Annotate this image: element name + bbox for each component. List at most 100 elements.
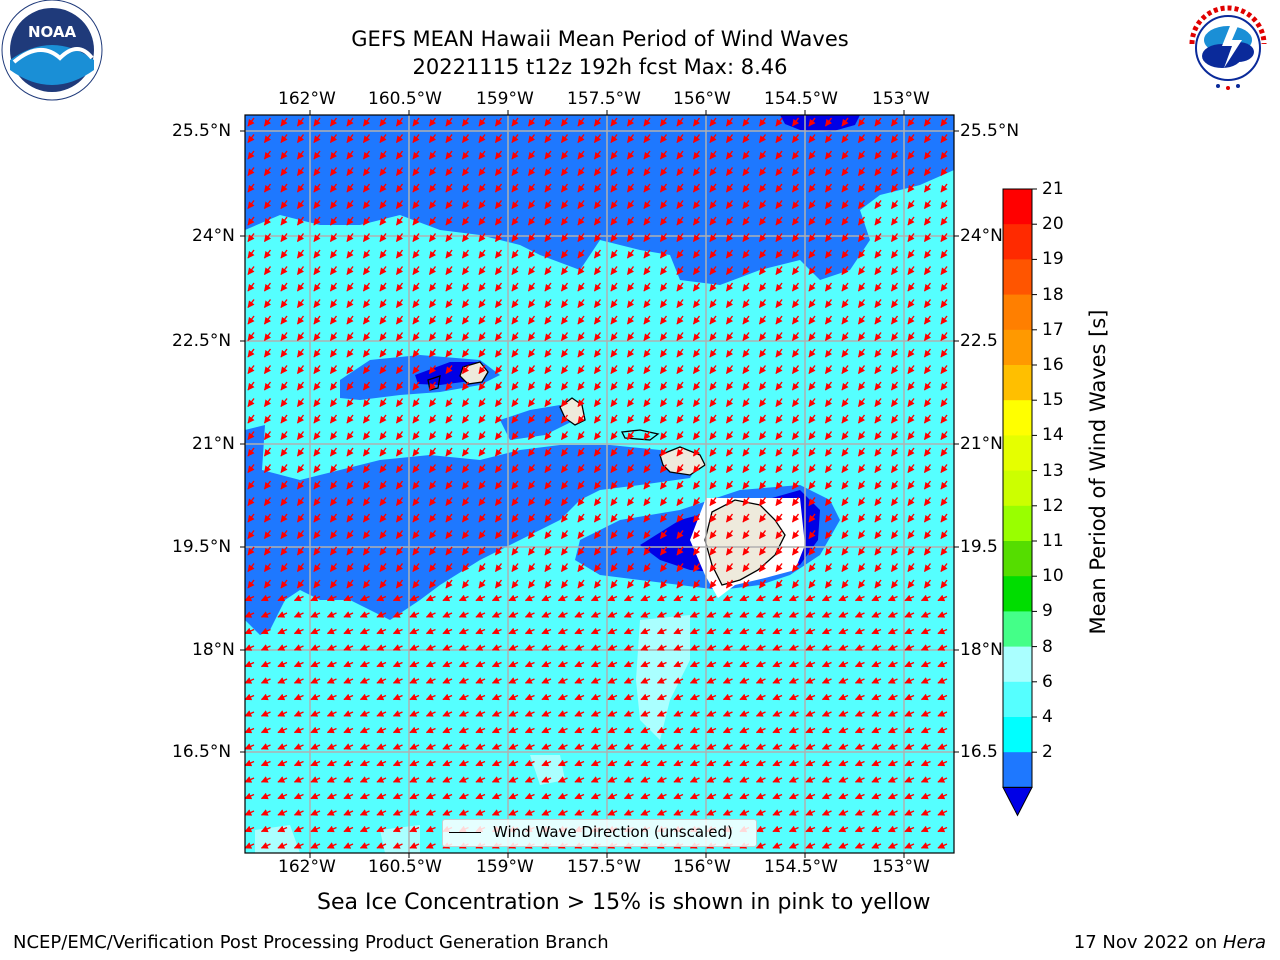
wave-arrow-113 <box>692 150 701 160</box>
wave-arrow-178 <box>346 183 354 193</box>
wave-arrow-414 <box>692 266 701 276</box>
wave-arrow-114 <box>709 150 717 160</box>
footer-system-name: Hera <box>1222 932 1266 953</box>
wave-arrow-449 <box>560 282 569 292</box>
wave-arrow-568 <box>395 332 404 342</box>
wave-arrow-514 <box>923 299 932 309</box>
wave-arrow-287 <box>725 216 734 226</box>
wave-arrow-392 <box>329 266 338 276</box>
wave-arrow-618 <box>511 348 519 358</box>
wave-arrow-559 <box>247 332 255 342</box>
wave-arrow-498 <box>659 299 668 309</box>
lat-label-left-1: 24°N <box>192 226 235 246</box>
wave-arrow-173 <box>263 183 272 193</box>
wave-arrow-180 <box>379 183 387 193</box>
wave-arrow-253 <box>874 200 882 210</box>
wave-arrow-204 <box>775 183 783 193</box>
wave-arrow-135 <box>346 167 354 177</box>
wave-arrow-227 <box>445 200 453 210</box>
wave-arrow-467 <box>857 282 866 292</box>
wave-arrow-98 <box>445 150 453 160</box>
wave-arrow-445 <box>494 282 503 292</box>
wave-arrow-597 <box>874 332 882 342</box>
wave-arrow-478 <box>329 299 338 309</box>
wave-arrow-427 <box>907 266 915 276</box>
wave-arrow-369 <box>659 249 668 259</box>
wave-arrow-7 <box>362 117 371 127</box>
wave-arrow-558 <box>940 315 948 325</box>
wave-arrow-545 <box>725 315 734 325</box>
wave-arrow-136 <box>362 167 371 177</box>
wave-arrow-611 <box>395 348 404 358</box>
wave-arrow-32 <box>775 117 783 127</box>
wind-wave-direction-arrows <box>245 117 948 849</box>
wave-arrow-489 <box>511 299 519 309</box>
colorbar-segment-3 <box>1003 294 1032 331</box>
wave-arrow-458 <box>709 282 717 292</box>
wave-arrow-82 <box>890 134 899 144</box>
wave-arrow-537 <box>593 315 602 325</box>
wave-arrow-462 <box>775 282 783 292</box>
wave-arrow-254 <box>890 200 899 210</box>
wave-arrow-74 <box>758 134 767 144</box>
wave-arrow-534 <box>544 315 552 325</box>
wave-arrow-194 <box>610 183 618 193</box>
wave-arrow-548 <box>775 315 783 325</box>
footer-credit: NCEP/EMC/Verification Post Processing Pr… <box>13 932 609 953</box>
wave-arrow-225 <box>412 200 420 210</box>
wave-arrow-533 <box>527 315 536 325</box>
wave-arrow-538 <box>610 315 618 325</box>
wave-arrow-57 <box>478 134 486 144</box>
wave-arrow-546 <box>742 315 750 325</box>
wave-arrow-273 <box>494 216 503 226</box>
lon-label-bottom-5: 154.5°W <box>764 857 838 877</box>
wave-arrow-115 <box>725 150 734 160</box>
wave-arrow-13 <box>461 117 470 127</box>
wave-arrow-516 <box>247 315 255 325</box>
wave-arrow-509 <box>841 299 849 309</box>
colorbar-extend-triangle <box>1002 786 1033 817</box>
wave-arrow-289 <box>758 216 767 226</box>
wave-arrow-290 <box>775 216 783 226</box>
wave-arrow-641 <box>890 348 899 358</box>
wave-arrow-471 <box>923 282 932 292</box>
wave-arrow-244 <box>725 200 734 210</box>
wave-arrow-470 <box>907 282 915 292</box>
wave-arrow-220 <box>329 200 338 210</box>
wave-arrow-441 <box>428 282 437 292</box>
wave-arrow-44 <box>263 134 272 144</box>
wave-arrow-39 <box>890 117 899 127</box>
wave-arrow-35 <box>824 117 833 127</box>
wave-arrow-544 <box>709 315 717 325</box>
wave-arrow-361 <box>527 249 536 259</box>
wave-arrow-580 <box>593 332 602 342</box>
wave-arrow-331 <box>742 233 750 243</box>
wave-arrow-603 <box>263 348 272 358</box>
wave-arrow-134 <box>329 167 338 177</box>
wave-arrow-37 <box>857 117 866 127</box>
wave-arrow-6 <box>346 117 354 127</box>
wave-arrow-79 <box>841 134 849 144</box>
colorbar-tick-label-9: 12 <box>1042 495 1064 516</box>
colorbar-segment-2 <box>1003 259 1032 296</box>
wave-arrow-50 <box>362 134 371 144</box>
wave-arrow-3 <box>296 117 305 127</box>
wave-arrow-97 <box>428 150 437 160</box>
wave-arrow-583 <box>643 332 651 342</box>
colorbar-tick-label-3: 18 <box>1042 284 1064 305</box>
wave-arrow-60 <box>527 134 536 144</box>
wave-arrow-112 <box>676 150 684 160</box>
wave-arrow-334 <box>791 233 800 243</box>
wave-arrow-428 <box>923 266 932 276</box>
ocean-light-cyan-2 <box>530 755 565 785</box>
wave-arrow-353 <box>395 249 404 259</box>
wave-arrow-68 <box>659 134 668 144</box>
wave-arrow-629 <box>692 348 701 358</box>
wave-arrow-258 <box>247 216 255 226</box>
wave-arrow-214 <box>940 183 948 193</box>
wave-arrow-177 <box>329 183 338 193</box>
wave-arrow-453 <box>626 282 635 292</box>
wave-arrow-529 <box>461 315 470 325</box>
wave-arrow-339 <box>874 233 882 243</box>
wave-arrow-636 <box>808 348 816 358</box>
